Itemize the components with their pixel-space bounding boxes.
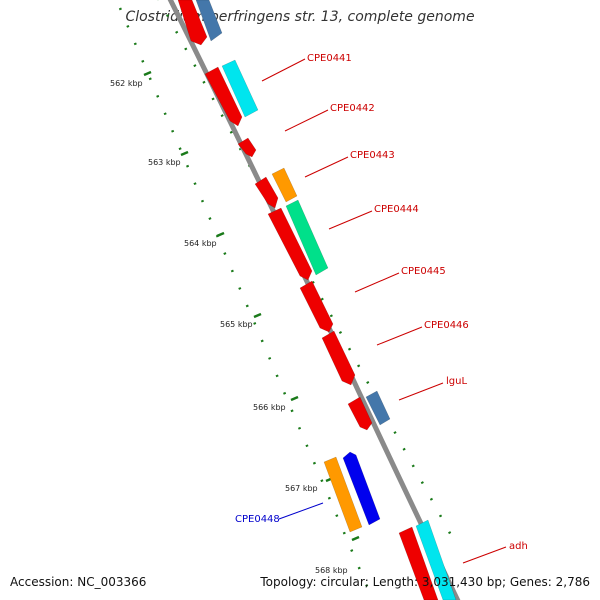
major-tick xyxy=(180,150,189,157)
gene-label-cpe0448[interactable]: CPE0448 xyxy=(235,514,280,525)
gene-label-leaders xyxy=(261,58,507,564)
kbp-labels: 562 kbp 563 kbp 564 kbp 565 kbp 566 kbp … xyxy=(110,79,348,575)
major-tick xyxy=(143,70,152,77)
kbp-label: 566 kbp xyxy=(253,403,286,412)
kbp-label: 562 kbp xyxy=(110,79,143,88)
accession-label: Accession: NC_003366 xyxy=(10,575,147,589)
gene-block-orange[interactable] xyxy=(323,456,363,533)
gene-arrow-red[interactable] xyxy=(204,66,243,127)
gene-arrow-red[interactable] xyxy=(177,0,208,46)
gene-arrow-red[interactable] xyxy=(267,207,313,281)
leader-line xyxy=(328,210,373,230)
gene-features xyxy=(177,0,457,600)
gene-arrow-red[interactable] xyxy=(299,280,334,333)
leader-line xyxy=(278,502,324,520)
leader-line xyxy=(284,109,329,132)
gene-arrow-red[interactable] xyxy=(398,526,439,600)
major-tick xyxy=(216,231,225,238)
kbp-label: 564 kbp xyxy=(184,239,217,248)
leader-line xyxy=(376,326,423,346)
tick-rings xyxy=(118,0,460,599)
kbp-label: 568 kbp xyxy=(315,566,348,575)
major-tick xyxy=(290,395,299,402)
gene-arrow-red[interactable] xyxy=(237,137,257,158)
gene-block-cyan[interactable] xyxy=(415,519,457,600)
kbp-label: 567 kbp xyxy=(285,484,318,493)
gene-block-cyan[interactable] xyxy=(221,59,259,118)
gene-arrow-blue[interactable] xyxy=(342,451,381,526)
leader-line xyxy=(462,546,507,564)
leader-line xyxy=(398,382,444,401)
gene-block-steelblue[interactable] xyxy=(365,390,391,426)
gene-block-orange[interactable] xyxy=(271,167,298,203)
leader-line xyxy=(261,58,306,82)
major-tick xyxy=(253,312,262,319)
gene-arrow-red[interactable] xyxy=(254,176,279,209)
leader-line xyxy=(304,156,349,178)
gene-label-cpe0442[interactable]: CPE0442 xyxy=(330,103,375,114)
gene-label-cpe0446[interactable]: CPE0446 xyxy=(424,320,469,331)
gene-label-cpe0443[interactable]: CPE0443 xyxy=(350,150,395,161)
gene-label-lgul[interactable]: lguL xyxy=(446,376,467,387)
gene-block-green[interactable] xyxy=(285,199,329,276)
major-ticks xyxy=(143,70,360,542)
leader-line xyxy=(354,272,400,293)
gene-labels: CPE0441 CPE0442 CPE0443 CPE0444 CPE0445 … xyxy=(235,53,528,552)
gene-arrow-red[interactable] xyxy=(347,396,373,431)
kbp-label: 565 kbp xyxy=(220,320,253,329)
gene-block-steelblue[interactable] xyxy=(195,0,223,42)
gene-label-cpe0445[interactable]: CPE0445 xyxy=(401,266,446,277)
gene-label-adh[interactable]: adh xyxy=(509,541,528,552)
gene-label-cpe0441[interactable]: CPE0441 xyxy=(307,53,352,64)
major-tick xyxy=(351,535,360,542)
kbp-label: 563 kbp xyxy=(148,158,181,167)
genome-summary: Topology: circular; Length: 3,031,430 bp… xyxy=(260,575,590,589)
gene-arrow-red[interactable] xyxy=(321,330,356,386)
gene-label-cpe0444[interactable]: CPE0444 xyxy=(374,204,419,215)
